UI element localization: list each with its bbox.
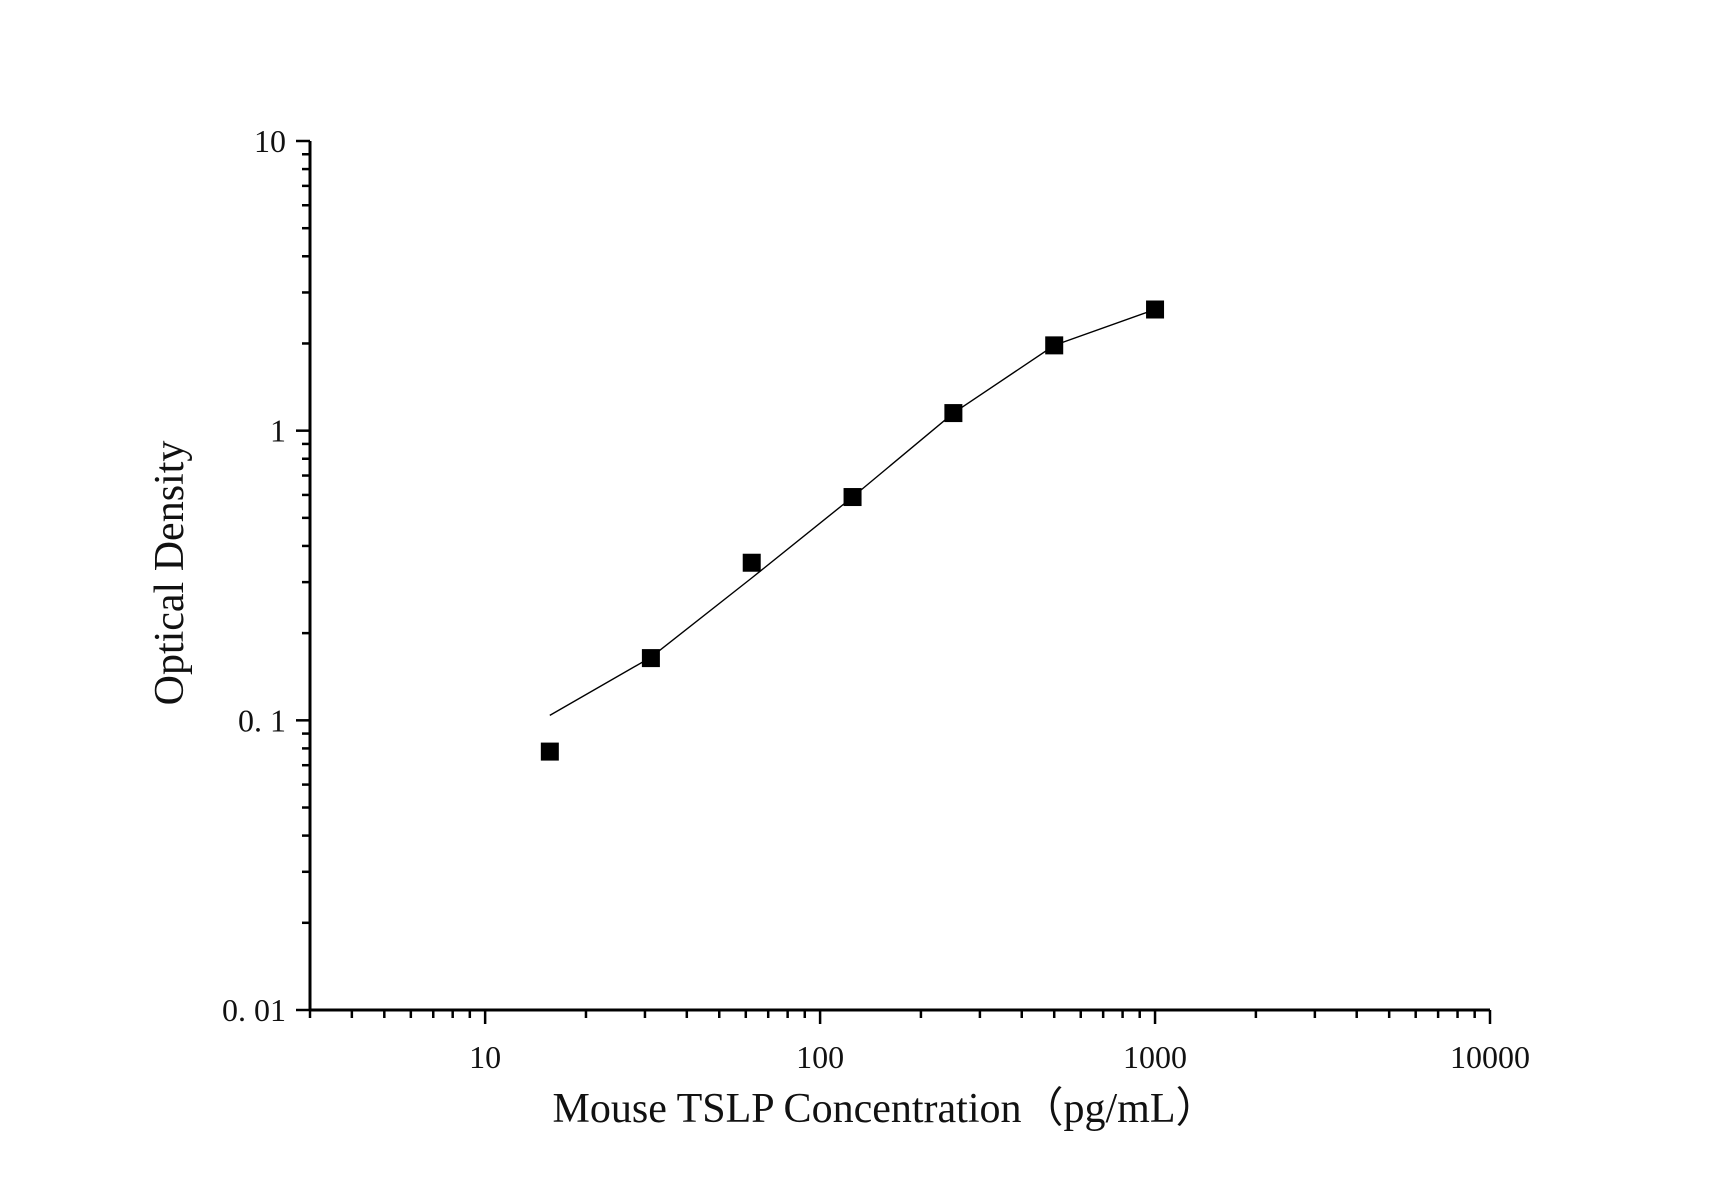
y-tick-label: 10: [254, 123, 286, 159]
x-tick-label: 10: [469, 1039, 501, 1075]
y-axis: 0. 01 0. 1 1 10: [222, 123, 312, 1028]
x-axis: 10 100 1000 10000: [308, 1008, 1530, 1075]
x-tick-label: 100: [796, 1039, 844, 1075]
x-tick-label: 1000: [1123, 1039, 1187, 1075]
plot-area: [540, 300, 1165, 761]
data-point: [1146, 300, 1165, 319]
y-axis-title: Optical Density: [147, 441, 193, 706]
data-point: [641, 649, 660, 668]
fit-curve: [549, 308, 1156, 717]
data-point: [540, 742, 559, 761]
y-tick-label: 1: [270, 413, 286, 449]
data-point: [1045, 336, 1064, 355]
y-tick-label: 0. 1: [238, 702, 286, 738]
x-tick-label: 10000: [1450, 1039, 1530, 1075]
x-axis-title: Mouse TSLP Concentration（pg/mL）: [553, 1086, 1218, 1132]
data-point: [843, 488, 862, 507]
y-tick-label: 0. 01: [222, 992, 286, 1028]
data-point: [944, 404, 963, 423]
data-point: [742, 553, 761, 572]
